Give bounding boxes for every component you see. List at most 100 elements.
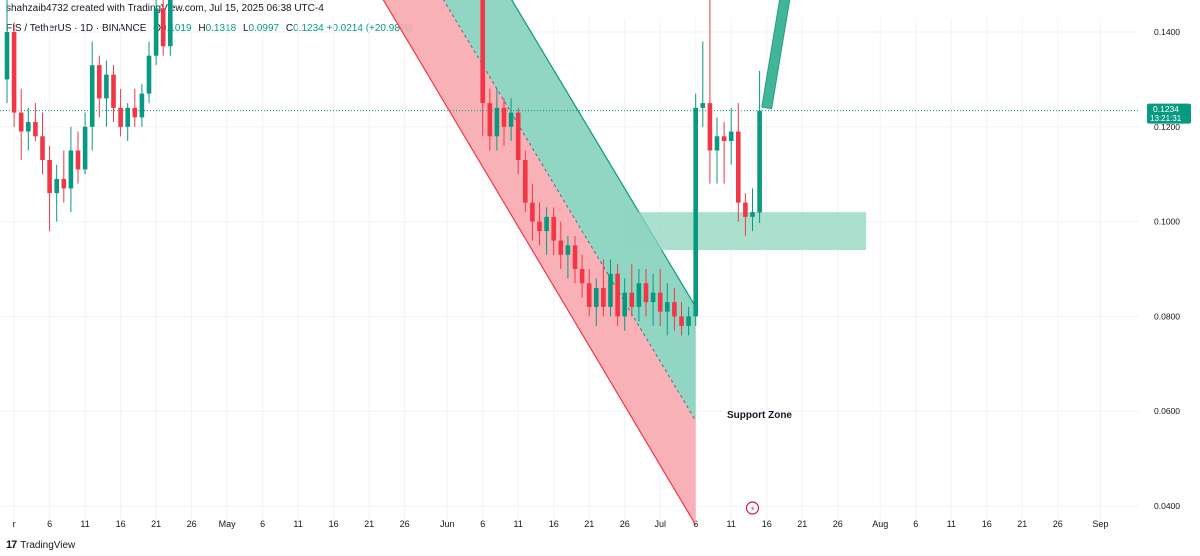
candle-body — [75, 150, 81, 170]
x-tick-label: 26 — [187, 519, 197, 529]
low-key: L — [242, 23, 249, 34]
candle-body — [111, 74, 116, 108]
x-tick-label: 6 — [480, 519, 485, 529]
candle-body — [558, 240, 564, 255]
candle-body — [721, 136, 727, 142]
candle-body — [750, 212, 755, 217]
candle-body — [104, 74, 109, 99]
x-tick-label: 16 — [762, 519, 772, 529]
x-tick-label: 21 — [797, 519, 807, 529]
candle-body — [18, 112, 24, 132]
candle-body — [139, 93, 145, 118]
low-value: 0.0997 — [248, 23, 280, 34]
candle-body — [160, 8, 166, 47]
x-tick-label: 16 — [116, 519, 126, 529]
candle-body — [26, 122, 31, 132]
candle-body — [33, 122, 38, 137]
candle-body — [629, 292, 635, 307]
candle-body — [650, 292, 656, 303]
candle-body — [672, 302, 677, 317]
x-tick-label: 16 — [549, 519, 559, 529]
tradingview-brand[interactable]: 17 TradingView — [6, 539, 75, 551]
x-tick-label: 16 — [982, 519, 992, 529]
x-tick-label: May — [219, 519, 237, 529]
candle-body — [537, 221, 542, 232]
candle-body — [54, 178, 59, 194]
x-tick-label: r — [13, 519, 16, 529]
candle-body — [551, 216, 556, 241]
x-tick-label: 6 — [260, 519, 265, 529]
x-tick-label: 6 — [913, 519, 918, 529]
candle-body — [153, 8, 159, 56]
bullish-arrow — [761, 0, 791, 110]
candle-body — [608, 273, 613, 307]
candle-body — [118, 107, 123, 127]
candle-body — [707, 103, 713, 151]
y-tick-label: 0.0600 — [1154, 406, 1180, 416]
candle-body — [168, 0, 173, 47]
x-tick-label: 21 — [1017, 519, 1027, 529]
x-tick-label: 11 — [947, 519, 956, 529]
x-tick-label: 26 — [833, 519, 843, 529]
candle-body — [743, 202, 748, 217]
candle-body — [665, 302, 670, 312]
x-tick-label: Jun — [440, 519, 455, 529]
candle-body — [572, 245, 578, 269]
candle-body — [693, 107, 698, 317]
event-marker-icon — [745, 501, 760, 515]
x-tick-label: 26 — [620, 519, 630, 529]
x-tick-label: 26 — [1053, 519, 1063, 529]
candle-body — [132, 107, 138, 118]
candle-body — [501, 107, 507, 127]
tradingview-label: TradingView — [20, 539, 76, 551]
x-tick-label: Jul — [654, 519, 666, 529]
candle-body — [657, 292, 663, 312]
candle-body — [523, 159, 528, 203]
candle-body — [61, 178, 67, 189]
y-tick-label: 0.1000 — [1154, 217, 1180, 227]
y-tick-label: 0.0400 — [1154, 501, 1180, 511]
x-tick-label: 11 — [514, 519, 523, 529]
candle-body — [40, 136, 45, 160]
candle-body — [4, 32, 10, 80]
x-tick-label: 6 — [47, 519, 52, 529]
candle-body — [728, 131, 734, 142]
candle-body — [643, 283, 649, 303]
close-key: C — [285, 23, 294, 34]
x-tick-label: Sep — [1092, 519, 1108, 529]
x-tick-label: 26 — [400, 519, 410, 529]
candle-body — [622, 292, 627, 317]
candle-body — [579, 269, 585, 284]
candle-body — [515, 112, 521, 160]
candle-body — [82, 126, 88, 170]
support-zone-label: Support Zone — [727, 410, 792, 421]
price-tag-box — [1147, 103, 1191, 124]
symbol-label: FIS / TetherUS · 1D · BINANCE — [6, 23, 147, 34]
x-tick-label: 11 — [80, 519, 89, 529]
candle-body — [636, 283, 642, 307]
x-tick-label: 11 — [293, 519, 302, 529]
candle-body — [615, 273, 620, 317]
tradingview-logo-icon: 17 — [6, 539, 17, 551]
candle-body — [146, 55, 152, 94]
candle-body — [480, 0, 485, 104]
candle-body — [736, 131, 741, 203]
price-tag-value: 0.1234 — [1153, 104, 1179, 114]
open-value: 0.1019 — [160, 23, 192, 34]
x-tick-label: 11 — [727, 519, 736, 529]
candle-body — [47, 159, 52, 194]
candle-body — [601, 287, 606, 307]
candle-body — [487, 103, 493, 137]
candle-body — [586, 283, 592, 307]
event-marker-glyph: ⚡ — [750, 505, 756, 514]
channel-bottom-line — [382, 0, 697, 526]
x-tick-label: 16 — [329, 519, 339, 529]
candle-body — [594, 287, 599, 307]
candle-body — [494, 107, 500, 137]
high-value: 0.1318 — [205, 23, 237, 34]
y-tick-label: 0.1400 — [1154, 27, 1180, 37]
y-tick-label: 0.1200 — [1154, 122, 1180, 132]
candle-body — [544, 216, 549, 232]
candle-body — [89, 65, 95, 127]
